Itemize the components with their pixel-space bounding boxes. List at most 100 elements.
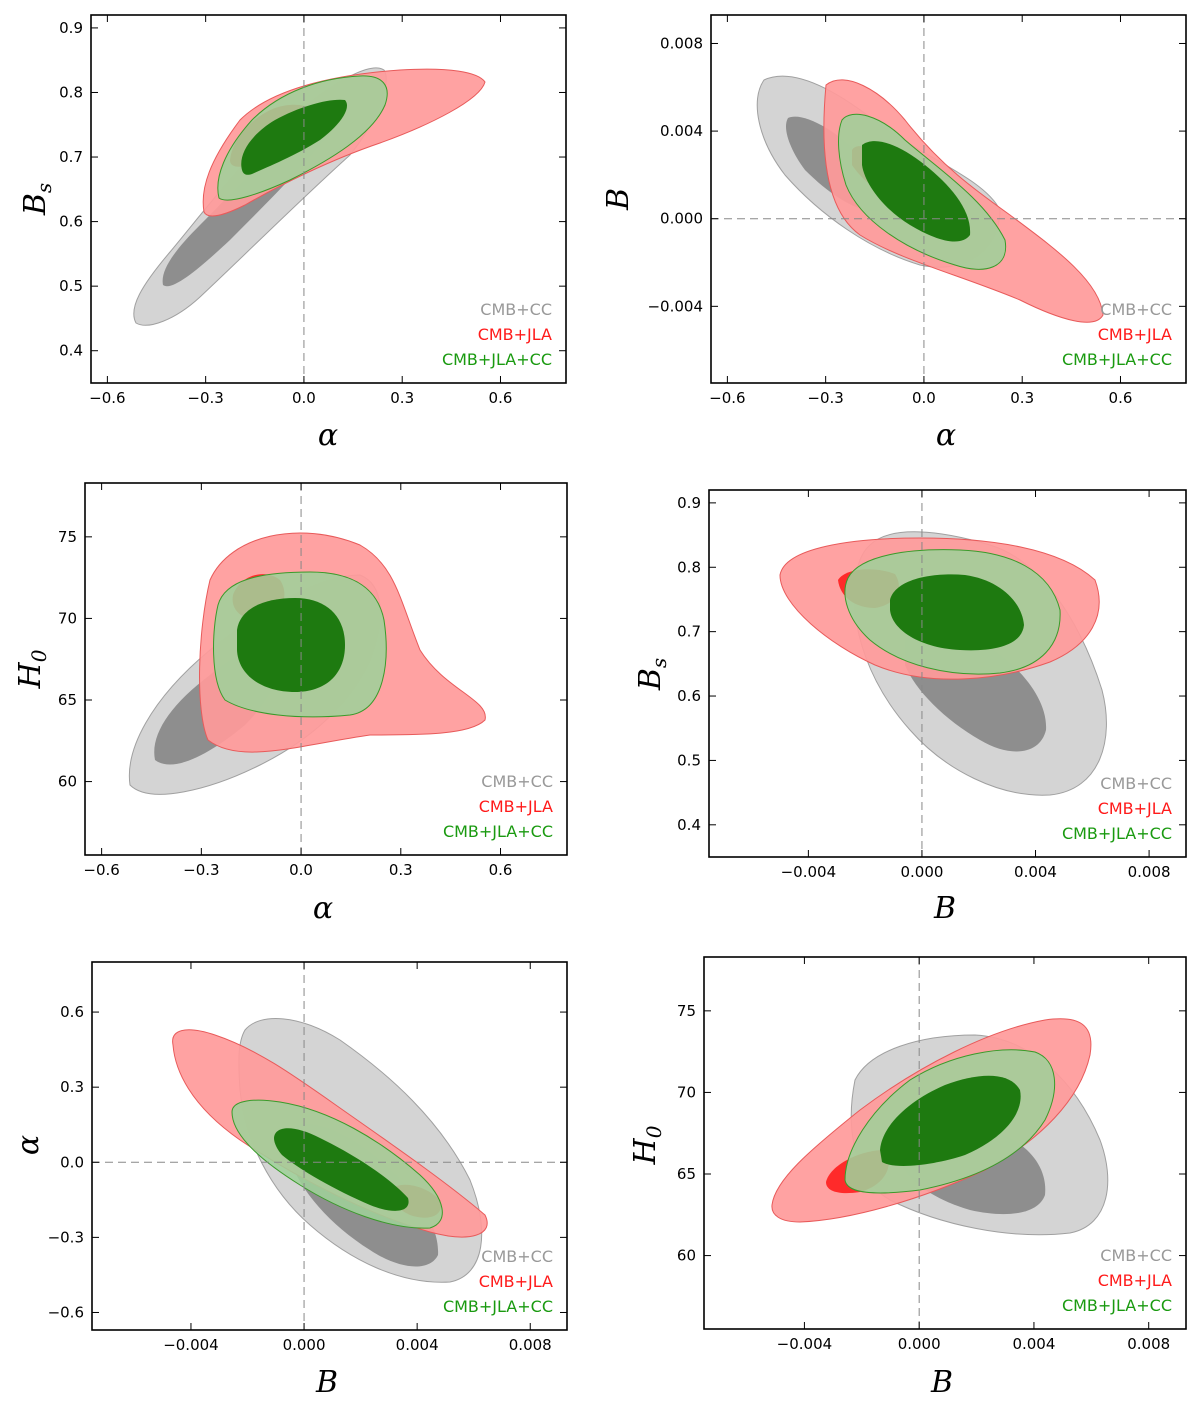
x-axis-label: α <box>936 418 956 453</box>
y-tick-label: 0.6 <box>60 1003 84 1021</box>
panel-alpha-b: −0.6 −0.3 0.0 0.3 0.6 −0.0040.0000.0040.008 … <box>601 14 1187 453</box>
y-tick-label: 0.3 <box>60 1078 84 1096</box>
x-tick-label: −0.004 <box>163 1336 219 1354</box>
legend-entry: CMB+CC <box>481 1247 553 1266</box>
panel-b-alpha: −0.004 0.000 0.004 0.008 −0.6−0.30.00.30.6 … <box>11 961 568 1400</box>
x-tick-label: 0.3 <box>1010 389 1034 407</box>
cmb-jla-cc-inner-contour <box>862 141 971 242</box>
panel-b-h0: −0.004 0.000 0.004 0.008 60 65 70 75 B H0 CMB+… <box>628 956 1187 1400</box>
y-tick-label: 60 <box>58 773 77 791</box>
x-tick-label: 0.6 <box>489 861 513 879</box>
legend: CMB+CC CMB+JLA CMB+JLA+CC <box>1062 1246 1172 1315</box>
y-axis-ticks: −0.6 −0.3 0.0 0.3 0.6 <box>48 1003 567 1321</box>
y-tick-label: 0.7 <box>677 623 701 641</box>
y-tick-label: −0.3 <box>48 1228 84 1246</box>
y-axis-ticks: 0.4 0.5 0.6 0.7 0.8 0.9 <box>59 19 566 360</box>
y-axis-label: Bs <box>633 658 671 691</box>
x-tick-label: −0.3 <box>183 861 219 879</box>
x-tick-label: 0.0 <box>292 389 316 407</box>
y-tick-label: 0.9 <box>59 19 83 37</box>
y-tick-label: 70 <box>58 609 77 627</box>
y-axis-ticks: 60 65 70 75 <box>677 1002 1186 1265</box>
y-axis-label: H0 <box>628 1125 666 1165</box>
y-tick-label: −0.004 <box>647 297 703 315</box>
legend-entry: CMB+JLA <box>1098 325 1172 344</box>
cmb-jla-cc-inner-contour <box>274 1128 409 1211</box>
y-tick-label: 0.8 <box>677 558 701 576</box>
plot-frame <box>84 482 568 856</box>
x-tick-label: 0.3 <box>389 861 413 879</box>
y-tick-label: 0.4 <box>677 816 701 834</box>
y-tick-label: 0.008 <box>660 34 703 52</box>
y-tick-label: −0.6 <box>48 1303 84 1321</box>
x-axis-ticks: −0.6 −0.3 0.0 0.3 0.6 <box>83 483 512 879</box>
panel-alpha-bs: −0.6 −0.3 0.0 0.3 0.6 0.4 0.5 0.6 0.7 0.8 0.9 α B… <box>18 14 567 453</box>
x-tick-label: 0.004 <box>1014 863 1057 881</box>
y-tick-label: 0.9 <box>677 494 701 512</box>
y-tick-label: 70 <box>677 1083 696 1101</box>
legend-entry: CMB+JLA <box>478 325 552 344</box>
x-tick-label: 0.6 <box>1109 389 1133 407</box>
plot-frame <box>710 14 1187 384</box>
x-tick-label: −0.3 <box>187 389 223 407</box>
y-axis-label: Bs <box>18 183 56 216</box>
y-tick-label: 0.5 <box>677 751 701 769</box>
x-axis-label: α <box>313 891 333 926</box>
y-axis-ticks: −0.004 0.000 0.004 0.008 <box>647 34 1186 315</box>
y-tick-label: 0.000 <box>660 210 703 228</box>
panel-b-bs: −0.004 0.000 0.004 0.008 0.4 0.5 0.6 0.7 0.8 0.9… <box>633 489 1187 926</box>
y-tick-label: 65 <box>677 1165 696 1183</box>
x-tick-label: 0.0 <box>912 389 936 407</box>
x-tick-label: 0.3 <box>390 389 414 407</box>
legend: CMB+CC CMB+JLA CMB+JLA+CC <box>442 300 552 369</box>
legend: CMB+CC CMB+JLA CMB+JLA+CC <box>443 772 553 841</box>
x-tick-label: −0.6 <box>709 389 745 407</box>
x-axis-ticks: −0.004 0.000 0.004 0.008 <box>781 490 1171 881</box>
x-tick-label: 0.004 <box>1012 1335 1055 1353</box>
y-axis-label: α <box>11 1135 46 1155</box>
y-tick-label: 0.0 <box>60 1153 84 1171</box>
plot-frame <box>91 961 568 1331</box>
legend-entry: CMB+CC <box>481 772 553 791</box>
x-tick-label: 0.000 <box>898 1335 941 1353</box>
y-tick-label: 0.5 <box>59 277 83 295</box>
legend-entry: CMB+CC <box>1100 774 1172 793</box>
x-axis-label: α <box>318 418 338 453</box>
x-tick-label: −0.004 <box>781 863 837 881</box>
legend-entry: CMB+CC <box>1100 1246 1172 1265</box>
y-tick-label: 0.8 <box>59 83 83 101</box>
x-tick-label: 0.008 <box>1127 1335 1170 1353</box>
legend-entry: CMB+JLA+CC <box>443 1297 553 1316</box>
legend-entry: CMB+JLA+CC <box>1062 350 1172 369</box>
x-tick-label: −0.6 <box>83 861 119 879</box>
y-axis-label: H0 <box>13 649 51 689</box>
y-tick-label: 60 <box>677 1247 696 1265</box>
y-tick-label: 0.6 <box>677 687 701 705</box>
x-tick-label: 0.000 <box>283 1336 326 1354</box>
x-tick-label: 0.008 <box>509 1336 552 1354</box>
x-axis-label: B <box>315 1365 338 1400</box>
x-tick-label: 0.0 <box>289 861 313 879</box>
x-axis-ticks: −0.004 0.000 0.004 0.008 <box>777 957 1170 1353</box>
legend-entry: CMB+JLA+CC <box>442 350 552 369</box>
y-tick-label: 0.004 <box>660 122 703 140</box>
y-tick-label: 75 <box>58 528 77 546</box>
y-axis-ticks: 0.4 0.5 0.6 0.7 0.8 0.9 <box>677 494 1186 834</box>
legend-entry: CMB+CC <box>480 300 552 319</box>
legend: CMB+CC CMB+JLA CMB+JLA+CC <box>443 1247 553 1316</box>
plot-frame <box>703 956 1187 1330</box>
legend-entry: CMB+JLA+CC <box>443 822 553 841</box>
y-tick-label: 75 <box>677 1002 696 1020</box>
y-axis-ticks: 60 65 70 75 <box>58 528 567 791</box>
y-tick-label: 0.7 <box>59 148 83 166</box>
plot-frame <box>708 489 1187 858</box>
x-axis-label: B <box>933 891 956 926</box>
legend-entry: CMB+JLA <box>1098 799 1172 818</box>
x-tick-label: 0.004 <box>396 1336 439 1354</box>
cmb-jla-cc-inner-contour <box>241 99 348 175</box>
legend-entry: CMB+JLA+CC <box>1062 1296 1172 1315</box>
legend-entry: CMB+JLA <box>479 1272 553 1291</box>
legend-entry: CMB+CC <box>1100 300 1172 319</box>
